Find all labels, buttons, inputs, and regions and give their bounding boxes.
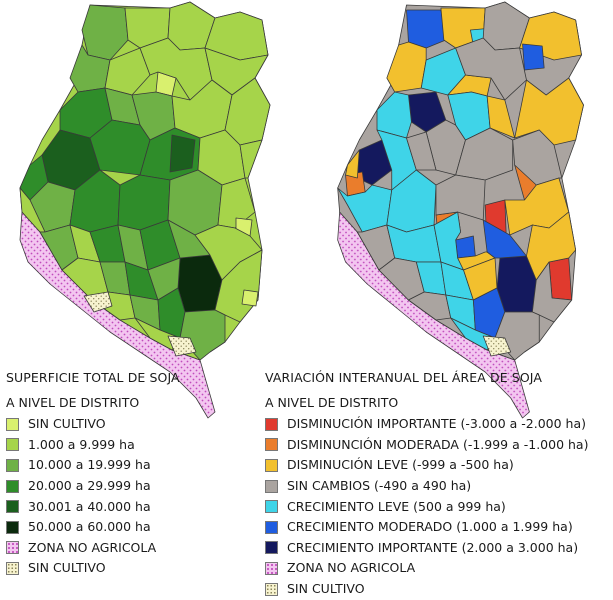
legend-label: DISMINUCIÓN IMPORTANTE (-3.000 a -2.000 … [287,416,586,432]
sin-cultivo-patch [482,335,512,357]
legend-title: SUPERFICIE TOTAL DE SOJA [6,370,180,385]
legend-swatch [6,438,19,452]
legend-item: 1.000 a 9.999 ha [6,435,256,456]
legend-item: CRECIMIENTO IMPORTANTE (2.000 a 3.000 ha… [265,538,610,559]
legend-label: 10.000 a 19.999 ha [28,457,151,473]
legend-swatch [265,582,278,596]
legend-item: 30.001 a 40.000 ha [6,496,256,517]
legend-swatch [6,500,19,514]
legend-item: ZONA NO AGRICOLA [265,558,610,579]
legend-swatch [265,500,278,514]
legend-label: 1.000 a 9.999 ha [28,436,135,452]
legend-label: SIN CULTIVO [28,560,106,576]
legend-item: SIN CULTIVO [6,558,256,579]
soy-variation-legend: VARIACIÓN INTERANUAL DEL ÁREA DE SOJA A … [265,368,610,599]
soy-variation-map-svg [337,1,584,419]
sin-cultivo-patch [83,291,113,313]
legend-swatch [265,458,278,472]
legend-swatch [6,417,19,431]
legend-swatch [6,479,19,493]
legend-subtitle: A NIVEL DE DISTRITO [265,395,399,410]
legend-item: 20.000 a 29.999 ha [6,476,256,497]
legend-label: 20.000 a 29.999 ha [28,478,151,494]
legend-item: 50.000 a 60.000 ha [6,517,256,538]
legend-item: DISMINUCIÓN IMPORTANTE (-3.000 a -2.000 … [265,414,610,435]
legend-swatch [265,479,278,493]
soy-area-map [0,0,300,420]
legend-label: SIN CAMBIOS (-490 a 490 ha) [287,478,472,494]
legend-label: ZONA NO AGRICOLA [28,539,157,555]
legend-items: DISMINUCIÓN IMPORTANTE (-3.000 a -2.000 … [265,414,610,599]
legend-subtitle: A NIVEL DE DISTRITO [6,395,140,410]
legend-swatch [265,417,278,431]
legend-items: SIN CULTIVO 1.000 a 9.999 ha 10.000 a 19.9… [6,414,256,579]
soy-area-map-svg [19,1,271,419]
legend-label: DISMINUCIÓN LEVE (-999 a -500 ha) [287,457,514,473]
legend-swatch [265,438,278,452]
legend-item: DISMINUNCIÓN MODERADA (-1.999 a -1.000 h… [265,435,610,456]
legend-item: ZONA NO AGRICOLA [6,538,256,559]
legend-label: CRECIMIENTO MODERADO (1.000 a 1.999 ha) [287,519,573,535]
legend-swatch [6,541,19,555]
legend-item: SIN CULTIVO [6,414,256,435]
legend-item: CRECIMIENTO LEVE (500 a 999 ha) [265,496,610,517]
legend-label: CRECIMIENTO LEVE (500 a 999 ha) [287,498,506,514]
legend-label: 50.000 a 60.000 ha [28,519,151,535]
legend-item: SIN CULTIVO [265,579,610,600]
legend-swatch [6,520,19,534]
legend-label: 30.001 a 40.000 ha [28,498,151,514]
legend-swatch [6,561,19,575]
legend-swatch [265,541,278,555]
legend-item: SIN CAMBIOS (-490 a 490 ha) [265,476,610,497]
legend-label: SIN CULTIVO [28,416,106,432]
legend-swatch [6,458,19,472]
legend-swatch [265,561,278,575]
legend-swatch [265,520,278,534]
legend-title: VARIACIÓN INTERANUAL DEL ÁREA DE SOJA [265,370,542,385]
legend-label: SIN CULTIVO [287,581,365,597]
legend-item: 10.000 a 19.999 ha [6,455,256,476]
legend-label: DISMINUNCIÓN MODERADA (-1.999 a -1.000 h… [287,436,589,452]
legend-item: DISMINUCIÓN LEVE (-999 a -500 ha) [265,455,610,476]
soy-area-legend: SUPERFICIE TOTAL DE SOJA A NIVEL DE DIST… [6,368,256,579]
legend-item: CRECIMIENTO MODERADO (1.000 a 1.999 ha) [265,517,610,538]
legend-label: ZONA NO AGRICOLA [287,560,416,576]
soy-variation-map [318,0,613,420]
legend-label: CRECIMIENTO IMPORTANTE (2.000 a 3.000 ha… [287,539,579,555]
sin-cultivo-patch [167,335,197,357]
